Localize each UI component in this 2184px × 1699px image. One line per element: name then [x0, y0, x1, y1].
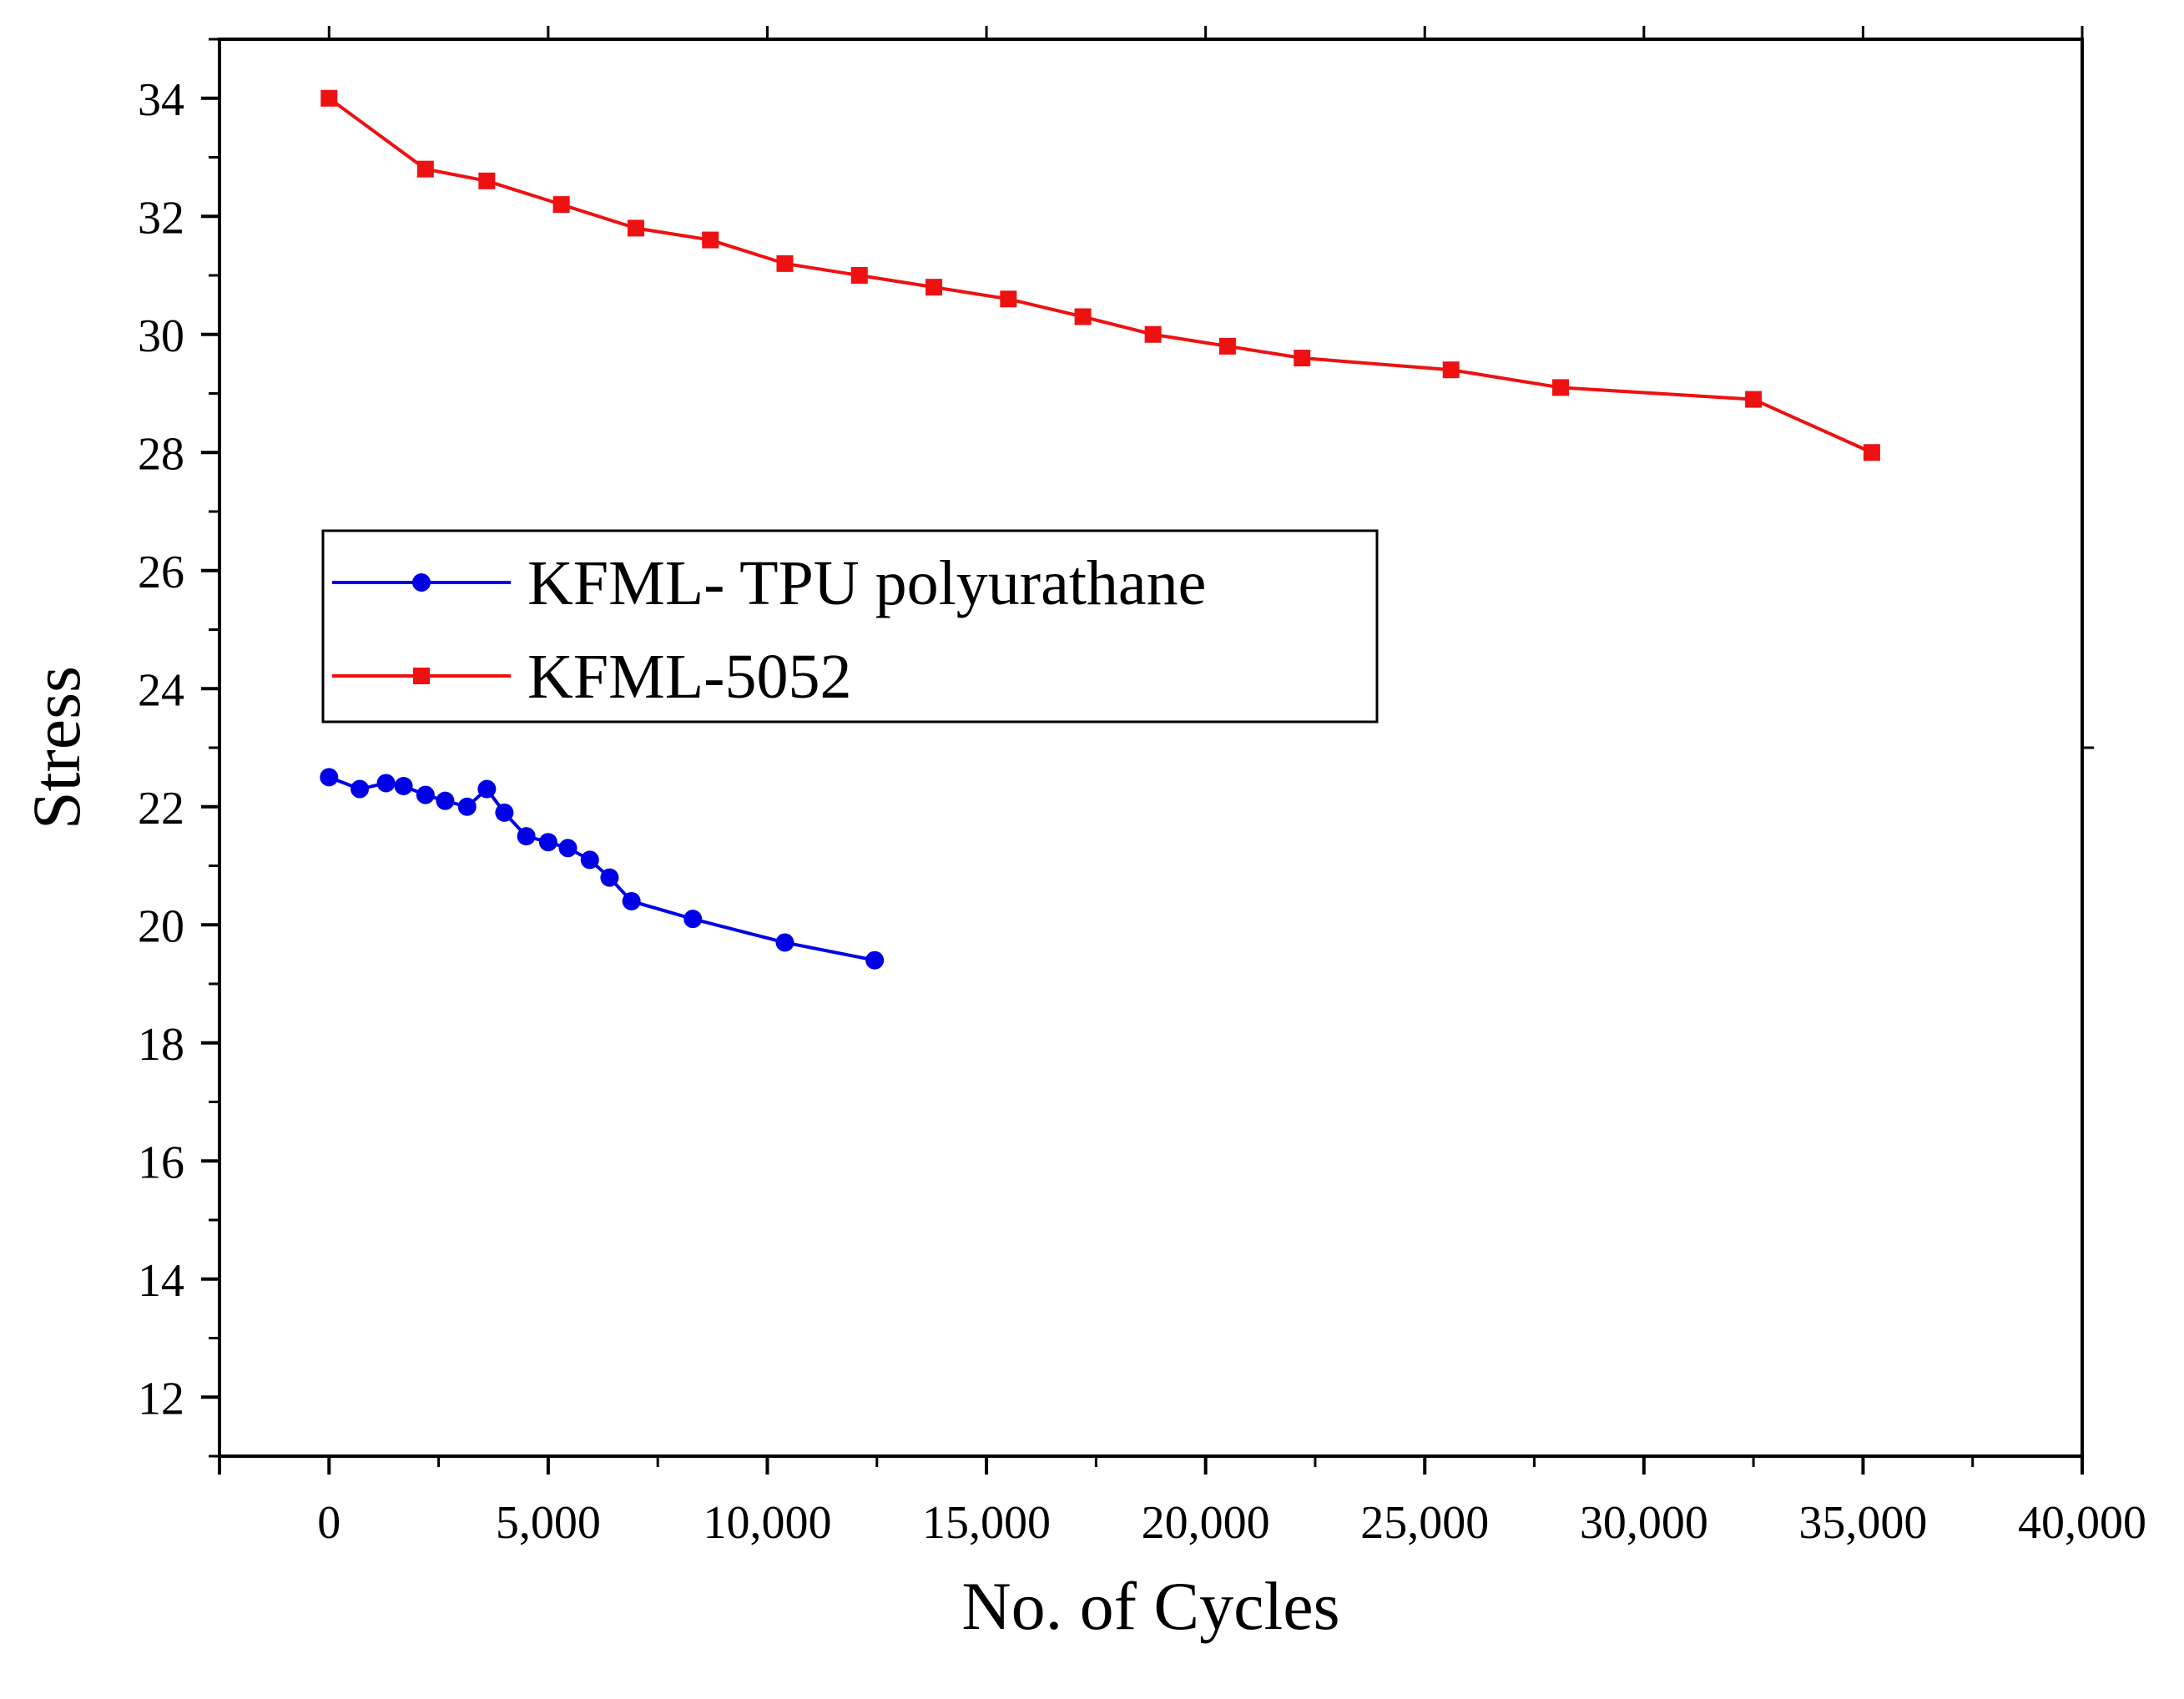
data-point-circle — [457, 797, 477, 816]
data-point-square — [1863, 444, 1880, 461]
data-point-circle — [436, 791, 455, 810]
series-1 — [320, 768, 885, 970]
data-point-square — [702, 231, 719, 249]
y-tick-label: 14 — [138, 1255, 184, 1307]
x-tick-label: 35,000 — [1798, 1497, 1927, 1549]
legend-marker — [412, 573, 431, 592]
data-point-circle — [517, 827, 536, 846]
data-point-circle — [477, 779, 497, 799]
legend-label: KFML-5052 — [527, 642, 851, 712]
x-axis: 0 5,000 10,000 15,000 20,000 25,000 30,000 35,0… — [218, 26, 2146, 1549]
y-tick-label: 24 — [138, 664, 184, 716]
x-tick-label: 10,000 — [703, 1497, 831, 1549]
data-point-circle — [622, 891, 641, 910]
data-point-square — [776, 255, 794, 272]
data-point-circle — [538, 833, 557, 852]
data-point-square — [478, 172, 496, 189]
data-point-circle — [320, 768, 339, 787]
y-tick-label: 22 — [138, 783, 184, 834]
y-tick-label: 30 — [138, 310, 184, 362]
legend-frame — [321, 529, 1379, 723]
data-point-circle — [683, 910, 703, 929]
x-tick-label: 15,000 — [922, 1497, 1051, 1549]
data-point-circle — [351, 779, 370, 799]
series-line — [328, 775, 875, 962]
data-point-circle — [558, 839, 578, 858]
series-layer — [320, 89, 1880, 970]
data-point-square — [926, 279, 943, 296]
x-tick-label: 5,000 — [496, 1497, 601, 1549]
y-tick-label: 28 — [138, 428, 184, 480]
plot-frame — [218, 38, 2084, 1458]
x-axis-title: No. of Cycles — [961, 1568, 1339, 1644]
data-point-square — [1552, 379, 1570, 396]
x-tick-label: 20,000 — [1142, 1497, 1270, 1549]
legend: KFML- TPU polyurathane KFML-5052 — [321, 529, 1379, 723]
legend-entry: KFML- TPU polyurathane — [332, 548, 1206, 618]
data-point-circle — [416, 785, 435, 804]
data-point-square — [1144, 325, 1162, 343]
legend-entry: KFML-5052 — [332, 642, 851, 712]
legend-label: KFML- TPU polyurathane — [527, 548, 1206, 618]
data-point-square — [1000, 290, 1017, 308]
data-point-circle — [394, 776, 413, 795]
data-point-square — [850, 267, 868, 284]
data-point-square — [552, 196, 570, 214]
data-point-circle — [865, 950, 885, 970]
data-point-square — [1442, 361, 1460, 379]
x-tick-label: 0 — [317, 1497, 340, 1549]
series-2 — [320, 89, 1880, 461]
y-tick-label: 32 — [138, 192, 184, 244]
legend-marker — [413, 668, 430, 684]
data-point-circle — [376, 774, 396, 793]
y-tick-label: 20 — [138, 900, 184, 952]
data-point-square — [1745, 391, 1763, 408]
data-point-square — [627, 219, 644, 237]
y-tick-label: 16 — [138, 1137, 184, 1188]
data-point-square — [1218, 337, 1236, 355]
series-line — [328, 97, 1873, 455]
x-tick-label: 30,000 — [1580, 1497, 1708, 1549]
y-tick-label: 12 — [138, 1373, 184, 1424]
x-tick-label: 25,000 — [1360, 1497, 1489, 1549]
data-point-square — [416, 160, 434, 178]
data-point-circle — [600, 868, 619, 887]
data-point-square — [1074, 308, 1092, 325]
data-point-circle — [495, 803, 514, 822]
data-point-square — [1294, 350, 1311, 367]
y-tick-label: 34 — [138, 74, 184, 126]
y-tick-label: 18 — [138, 1019, 184, 1071]
data-point-circle — [775, 933, 794, 952]
y-axis-title: Stress — [18, 666, 94, 829]
data-point-square — [320, 89, 338, 107]
y-tick-label: 26 — [138, 547, 184, 598]
y-axis: 12 14 16 18 20 22 24 26 28 30 32 34 — [138, 38, 2094, 1458]
data-point-circle — [580, 850, 599, 870]
x-tick-label: 40,000 — [2018, 1497, 2146, 1549]
